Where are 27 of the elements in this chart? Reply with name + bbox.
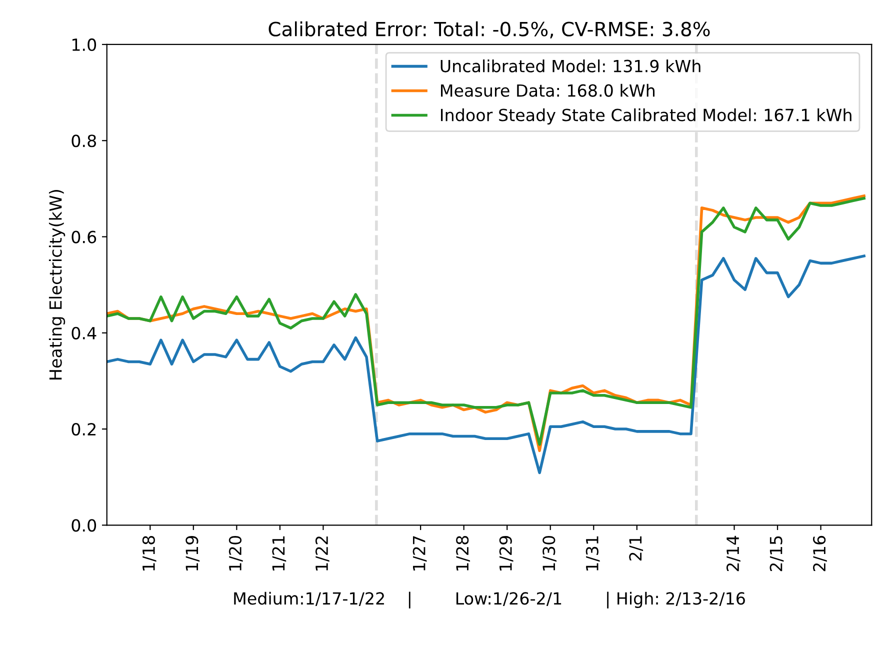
x-tick-label: 1/31 (586, 536, 600, 570)
x-tick-label: 1/28 (456, 536, 470, 570)
x-tick-label: 1/20 (228, 536, 243, 570)
legend-label: Indoor Steady State Calibrated Model: 167.1 kWh (441, 108, 852, 125)
legend-label: Measure Data: 168.0 kWh (441, 84, 654, 97)
x-tick-label: 1/21 (272, 536, 286, 570)
x-tick-label: 2/16 (813, 536, 827, 572)
chart-title: Calibrated Error: Total: -0.5%, CV-RMSE: 3.8% (268, 21, 710, 38)
x-tick-label: 2/15 (770, 536, 784, 572)
x-axis-title: Medium:1/17-1/22 | Low:1/26-2/1 | High: 2/13-2/16 (234, 592, 745, 608)
x-tick-label: 1/29 (499, 536, 514, 570)
x-tick-label: 1/19 (186, 536, 200, 570)
y-axis-title: Heating Electricity(kW) (48, 190, 66, 380)
x-tick-label: 2/1 (629, 536, 644, 560)
y-tick-label: 0.0 (72, 519, 96, 532)
y-tick-label: 0.8 (72, 134, 96, 148)
y-tick-label: 0.6 (72, 230, 96, 244)
y-tick-label: 0.4 (72, 326, 96, 340)
legend-label: Uncalibrated Model: 131.9 kWh (440, 59, 700, 72)
y-tick-label: 0.2 (72, 422, 96, 436)
x-tick-label: 1/30 (542, 536, 557, 570)
x-tick-label: 1/18 (142, 536, 156, 570)
y-tick-label: 1.0 (72, 38, 96, 52)
x-tick-label: 1/27 (412, 536, 427, 570)
line-series (106, 254, 866, 474)
x-tick-label: 1/22 (315, 536, 330, 570)
x-tick-label: 2/14 (726, 536, 740, 572)
